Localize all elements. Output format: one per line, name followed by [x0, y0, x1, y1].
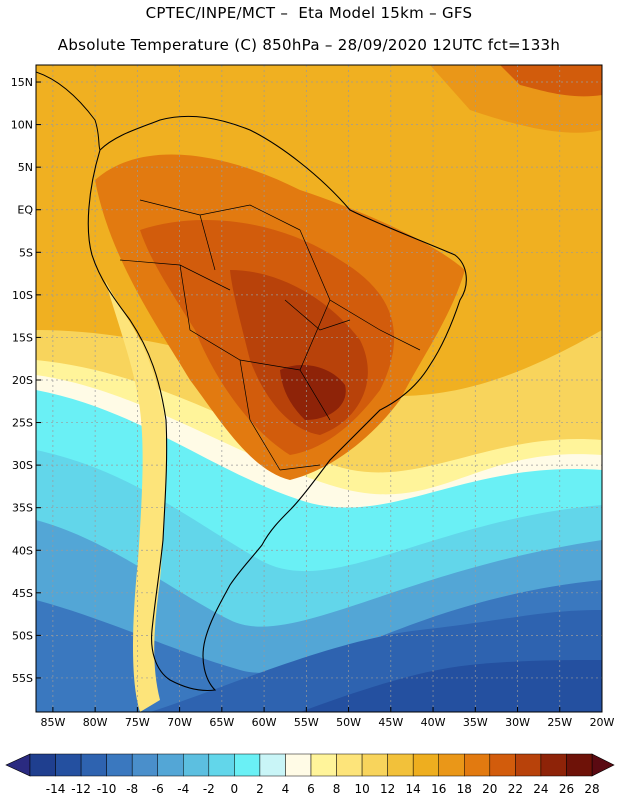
lat-tick-label: 35S — [12, 502, 33, 515]
colorbar-swatch — [464, 753, 491, 777]
colorbar-label: -10 — [97, 782, 117, 796]
colorbar-swatch — [80, 753, 107, 777]
lon-tick-label: 65W — [209, 716, 234, 729]
colorbar-label: 24 — [533, 782, 548, 796]
colorbar-swatch — [361, 753, 388, 777]
lat-tick-label: 50S — [12, 629, 33, 642]
colorbar-label: 16 — [431, 782, 446, 796]
chart-title-line-2: Absolute Temperature (C) 850hPa – 28/09/… — [57, 36, 561, 54]
colorbar-swatch — [29, 753, 56, 777]
colorbar-label: 28 — [584, 782, 599, 796]
lat-tick-label: 45S — [12, 587, 33, 600]
temperature-field — [36, 65, 602, 712]
lon-tick-label: 85W — [40, 716, 65, 729]
colorbar-label: -8 — [126, 782, 138, 796]
colorbar-label: -2 — [203, 782, 215, 796]
lat-tick-label: 15S — [12, 331, 33, 344]
colorbar-swatch — [259, 753, 286, 777]
chart-title-line-1: CPTEC/INPE/MCT – Eta Model 15km – GFS — [145, 4, 473, 22]
map-frame — [35, 64, 603, 713]
lat-tick-label: 5S — [19, 246, 33, 259]
latitude-axis: 15N 10N 5N EQ 5S 10S 15S 20S 25S 30S 35S 40S 45S 50S 5… — [11, 76, 41, 685]
lat-tick-label: 15N — [11, 76, 33, 89]
colorbar-label: 10 — [354, 782, 369, 796]
colorbar-label: -4 — [177, 782, 189, 796]
colorbar-swatch — [489, 753, 516, 777]
colorbar-swatch — [234, 753, 261, 777]
coastline-central-america — [36, 71, 101, 151]
lon-tick-label: 50W — [336, 716, 361, 729]
colorbar-swatch — [515, 753, 542, 777]
lat-tick-label: 55S — [12, 672, 33, 685]
colorbar-label: -6 — [152, 782, 164, 796]
lon-tick-label: 60W — [252, 716, 277, 729]
longitude-axis: 85W 80W 75W 70W 65W 60W 55W 50W 45W 40W 35W 30W 25W 2… — [40, 707, 615, 729]
colorbar-over-arrow — [591, 753, 615, 777]
colorbar-swatch — [566, 753, 593, 777]
colorbar-label: 12 — [380, 782, 395, 796]
colorbar-label: 18 — [457, 782, 472, 796]
colorbar-swatch — [208, 753, 235, 777]
colorbar-swatch — [285, 753, 312, 777]
lat-tick-label: 10S — [12, 289, 33, 302]
colorbar-label: -14 — [46, 782, 66, 796]
colorbar-label: 4 — [282, 782, 290, 796]
lon-tick-label: 75W — [125, 716, 150, 729]
lon-tick-label: 20W — [590, 716, 615, 729]
lon-tick-label: 25W — [547, 716, 572, 729]
lon-tick-label: 35W — [463, 716, 488, 729]
colorbar-label: 20 — [482, 782, 497, 796]
colorbar-label: 26 — [559, 782, 574, 796]
lon-tick-label: 30W — [505, 716, 530, 729]
colorbar-swatch — [438, 753, 465, 777]
colorbar-label: 22 — [508, 782, 523, 796]
lon-tick-label: 45W — [378, 716, 403, 729]
colorbar-swatch — [540, 753, 567, 777]
colorbar-label: 0 — [231, 782, 239, 796]
lat-tick-label: 30S — [12, 459, 33, 472]
colorbar-swatch — [336, 753, 363, 777]
colorbar-label: 6 — [307, 782, 315, 796]
colorbar-label: 14 — [406, 782, 421, 796]
lat-tick-label: 10N — [11, 119, 33, 132]
colorbar-swatch — [106, 753, 133, 777]
colorbar: -14 -12 -10 -8 -6 -4 -2 0 2 4 6 8 10 12 14 16 18 20 22 24 26… — [5, 753, 615, 796]
colorbar-swatch — [387, 753, 414, 777]
country-borders — [119, 199, 421, 471]
colorbar-swatch — [157, 753, 184, 777]
gridlines — [36, 65, 602, 712]
colorbar-swatch — [131, 753, 158, 777]
colorbar-swatch — [412, 753, 439, 777]
colorbar-swatch — [183, 753, 210, 777]
colorbar-swatch — [55, 753, 82, 777]
lon-tick-label: 40W — [421, 716, 446, 729]
lat-tick-label: EQ — [17, 204, 33, 217]
colorbar-label: -12 — [71, 782, 91, 796]
lon-tick-label: 55W — [294, 716, 319, 729]
lat-tick-label: 25S — [12, 417, 33, 430]
lat-tick-label: 5N — [18, 161, 33, 174]
lon-tick-label: 80W — [83, 716, 108, 729]
colorbar-swatch — [310, 753, 337, 777]
colorbar-under-arrow — [5, 753, 31, 777]
colorbar-label: 8 — [333, 782, 341, 796]
lat-tick-label: 20S — [12, 374, 33, 387]
coastline-south-america — [87, 115, 467, 692]
colorbar-label: 2 — [256, 782, 264, 796]
lat-tick-label: 40S — [12, 544, 33, 557]
lon-tick-label: 70W — [167, 716, 192, 729]
